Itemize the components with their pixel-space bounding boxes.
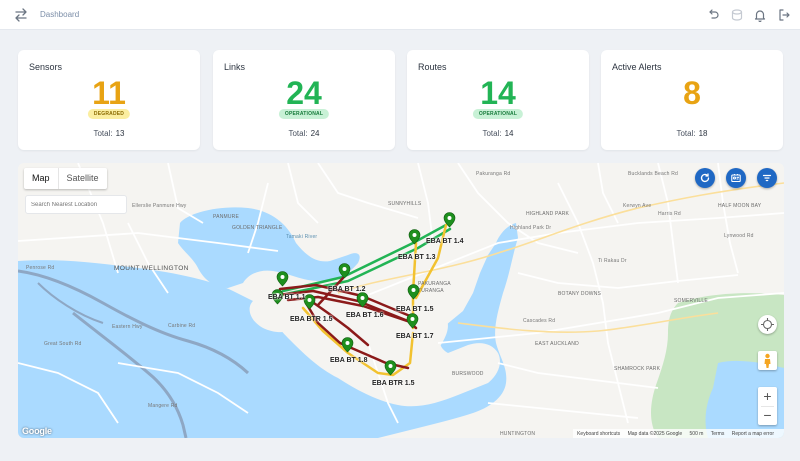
card-total: Total: 18 bbox=[676, 129, 708, 138]
map-attribution: Keyboard shortcuts Map data ©2025 Google… bbox=[573, 429, 784, 438]
place-label: TURANGA bbox=[418, 288, 444, 294]
card-total: Total: 14 bbox=[482, 129, 514, 138]
id-card-icon bbox=[731, 174, 741, 183]
card-value: 8 bbox=[683, 75, 701, 111]
card-total: Total: 13 bbox=[93, 129, 125, 138]
id-card-button[interactable] bbox=[726, 168, 746, 188]
status-badge: OPERATIONAL bbox=[472, 109, 524, 119]
bell-icon[interactable] bbox=[753, 8, 767, 23]
zoom-out-button[interactable]: − bbox=[763, 407, 772, 423]
breadcrumb[interactable]: Dashboard bbox=[40, 10, 80, 19]
place-label: PAKURANGA bbox=[418, 281, 451, 287]
site-label[interactable]: EBA BT 1.7 bbox=[396, 333, 434, 340]
site-label[interactable]: EBA BT 1.3 bbox=[398, 254, 436, 261]
place-label: SUNNYHILLS bbox=[388, 201, 422, 207]
map-tab[interactable]: Map bbox=[24, 168, 59, 189]
locate-button[interactable] bbox=[758, 315, 777, 334]
filter-button[interactable] bbox=[757, 168, 777, 188]
card-total: Total: 24 bbox=[288, 129, 320, 138]
road-label: Highland Park Dr bbox=[510, 225, 552, 231]
zoom-control[interactable]: + − bbox=[758, 387, 777, 425]
card-value: 24 bbox=[286, 75, 322, 111]
report-error-link[interactable]: Report a map error bbox=[731, 431, 774, 437]
google-logo: Google bbox=[22, 426, 52, 436]
site-label[interactable]: EBA BTR 1.5 bbox=[372, 380, 415, 387]
street-view-button[interactable] bbox=[758, 351, 777, 370]
road-label: Carbine Rd bbox=[168, 323, 196, 329]
place-label: SOMERVILLE bbox=[674, 298, 708, 304]
database-icon[interactable] bbox=[730, 8, 744, 22]
road-label: Pakuranga Rd bbox=[476, 171, 511, 177]
crosshair-icon bbox=[761, 318, 774, 331]
site-label[interactable]: EBA BT 1.4 bbox=[426, 238, 464, 245]
terms-link[interactable]: Terms bbox=[710, 431, 725, 437]
road-label: Eastern Hwy bbox=[112, 324, 143, 330]
road-label: Great South Rd bbox=[44, 341, 82, 347]
search-location-input[interactable] bbox=[25, 195, 127, 214]
card-value: 14 bbox=[480, 75, 516, 111]
road-label: Bucklands Beach Rd bbox=[628, 171, 679, 177]
place-label: HALF MOON BAY bbox=[718, 203, 762, 209]
scale-text: 500 m bbox=[689, 431, 704, 437]
card-title: Active Alerts bbox=[612, 62, 662, 72]
road-label: Ellerslie Panmure Hwy bbox=[132, 203, 187, 209]
pegman-icon bbox=[764, 353, 771, 368]
site-label[interactable]: EBA BT 1.2 bbox=[328, 286, 366, 293]
place-label: SHAMROCK PARK bbox=[614, 366, 661, 372]
site-label[interactable]: EBA BT 1.5 bbox=[396, 306, 434, 313]
undo-icon[interactable] bbox=[706, 8, 720, 22]
sensors-card[interactable]: Sensors 11 DEGRADED Total: 13 bbox=[18, 50, 200, 150]
zoom-divider bbox=[761, 406, 774, 407]
top-bar: Dashboard bbox=[0, 0, 800, 30]
card-title: Links bbox=[224, 62, 246, 72]
card-title: Sensors bbox=[29, 62, 63, 72]
place-label: GOLDEN TRIANGLE bbox=[232, 225, 283, 231]
place-label: PANMURE bbox=[213, 214, 240, 220]
card-value: 11 bbox=[92, 75, 126, 111]
road-label: Lynwood Rd bbox=[724, 233, 754, 239]
map-type-toggle[interactable]: Map Satellite bbox=[24, 168, 107, 189]
site-label[interactable]: EBA BT 1.1 bbox=[268, 294, 306, 301]
status-badge: OPERATIONAL bbox=[278, 109, 330, 119]
place-label: MOUNT WELLINGTON bbox=[114, 265, 189, 272]
site-label[interactable]: EBA BT 1.8 bbox=[330, 357, 368, 364]
place-label: HUNTINGTON bbox=[500, 431, 536, 437]
road-label: Penrose Rd bbox=[26, 265, 55, 271]
road-label: Cascades Rd bbox=[523, 318, 556, 324]
water-label: Tamaki River bbox=[286, 234, 318, 240]
road-label: Harris Rd bbox=[658, 211, 681, 217]
road-label: Mangere Rd bbox=[148, 403, 178, 409]
card-title: Routes bbox=[418, 62, 447, 72]
site-label[interactable]: EBA BTR 1.5 bbox=[290, 316, 333, 323]
refresh-button[interactable] bbox=[695, 168, 715, 188]
road-label: Ti Rakau Dr bbox=[598, 258, 627, 264]
active-alerts-card[interactable]: Active Alerts 8 Total: 18 bbox=[601, 50, 783, 150]
site-label[interactable]: EBA BT 1.6 bbox=[346, 312, 384, 319]
status-badge: DEGRADED bbox=[87, 109, 131, 119]
zoom-in-button[interactable]: + bbox=[763, 388, 772, 404]
refresh-icon bbox=[700, 173, 710, 183]
place-label: HIGHLAND PARK bbox=[526, 211, 570, 217]
place-label: EAST AUCKLAND bbox=[535, 341, 579, 347]
network-map[interactable]: MOUNT WELLINGTON PANMURE GOLDEN TRIANGLE… bbox=[18, 163, 784, 438]
sidebar-toggle-icon[interactable] bbox=[13, 7, 29, 23]
routes-card[interactable]: Routes 14 OPERATIONAL Total: 14 bbox=[407, 50, 589, 150]
map-data-text: Map data ©2025 Google bbox=[627, 431, 683, 437]
road-label: Kerwyn Ave bbox=[623, 203, 652, 209]
map-canvas[interactable] bbox=[18, 163, 784, 438]
filter-icon bbox=[762, 174, 772, 182]
site-markers bbox=[271, 212, 456, 376]
keyboard-shortcuts-link[interactable]: Keyboard shortcuts bbox=[577, 431, 621, 437]
links-card[interactable]: Links 24 OPERATIONAL Total: 24 bbox=[213, 50, 395, 150]
place-label: BURSWOOD bbox=[452, 371, 484, 377]
satellite-tab[interactable]: Satellite bbox=[66, 173, 99, 183]
logout-icon[interactable] bbox=[777, 8, 791, 22]
place-label: BOTANY DOWNS bbox=[558, 291, 602, 297]
